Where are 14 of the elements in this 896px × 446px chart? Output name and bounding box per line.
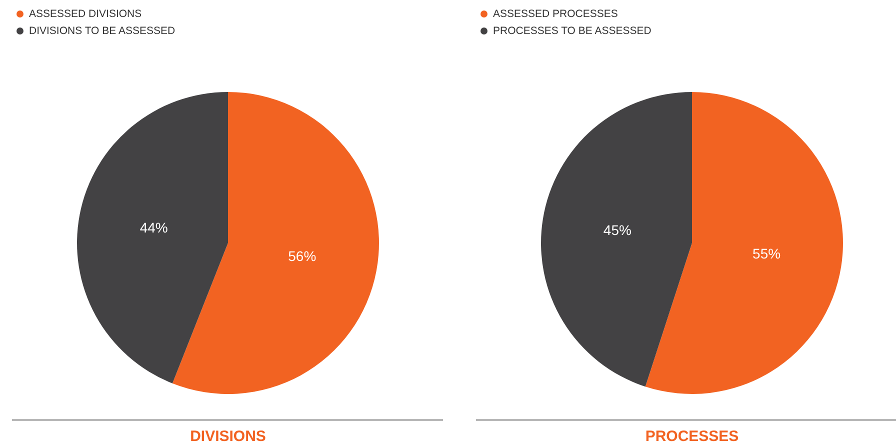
pie-slice bbox=[172, 92, 379, 394]
legend-label: ASSESSED PROCESSES bbox=[493, 8, 618, 20]
data-label: 45% bbox=[603, 222, 632, 238]
data-label: 44% bbox=[140, 220, 168, 236]
text: DIVISIONS bbox=[190, 428, 266, 445]
text: PROCESSES bbox=[645, 428, 739, 445]
pie-slice bbox=[77, 92, 228, 384]
legend-label: ASSESSED DIVISIONS bbox=[29, 8, 142, 20]
legend-label: DIVISIONS TO BE ASSESSED bbox=[29, 24, 176, 37]
legend-label: PROCESSES TO BE ASSESSED bbox=[493, 24, 652, 37]
pie-slice bbox=[541, 92, 692, 387]
data-label: 55% bbox=[752, 246, 781, 262]
pie-slice bbox=[645, 92, 843, 394]
data-label: 56% bbox=[288, 248, 316, 264]
